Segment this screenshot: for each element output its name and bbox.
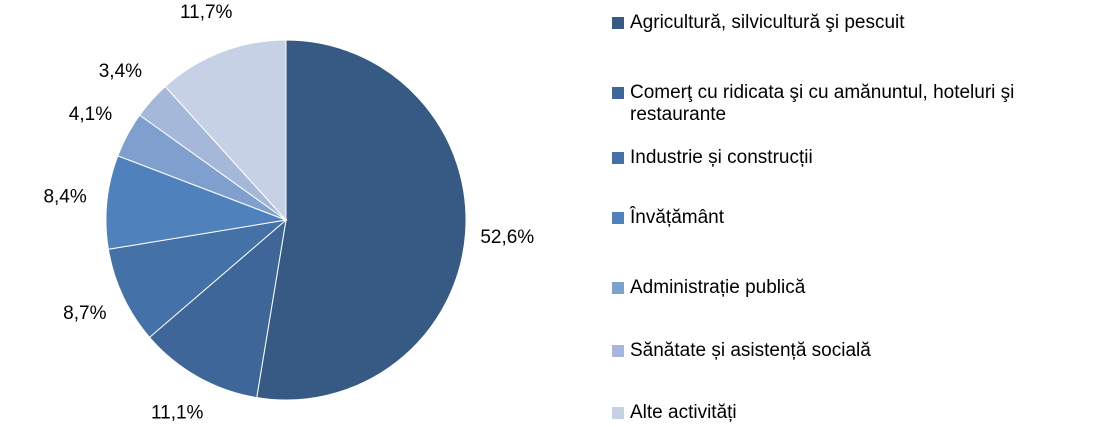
legend-label: Administrație publică (630, 277, 806, 298)
legend-swatch (612, 152, 624, 164)
legend-swatch (612, 212, 624, 224)
legend-item: Învățământ (612, 207, 1098, 229)
legend-label: Industrie și construcții (630, 147, 813, 168)
pie-slice (105, 155, 288, 250)
legend-label: Comerţ cu ridicata şi cu amănuntul, hote… (630, 82, 1015, 125)
legend-swatch (612, 345, 624, 357)
legend-swatch (612, 282, 624, 294)
data-label: 3,4% (99, 61, 142, 82)
pie-slice (256, 39, 467, 401)
legend-item: Comerţ cu ridicata şi cu amănuntul, hote… (612, 82, 1098, 126)
pie-slice (164, 39, 287, 222)
data-label: 8,4% (43, 187, 86, 208)
legend-swatch (612, 87, 624, 99)
legend-item: Agricultură, silvicultură şi pescuit (612, 12, 1098, 34)
legend-item: Administrație publică (612, 277, 1098, 299)
data-label: 11,7% (180, 2, 233, 23)
data-label: 11,1% (151, 403, 204, 424)
legend-label: Alte activități (630, 402, 737, 423)
legend-label: Agricultură, silvicultură şi pescuit (630, 12, 905, 33)
pie-slice (107, 219, 288, 339)
data-label: 8,7% (63, 303, 106, 324)
legend-item: Industrie și construcții (612, 147, 1098, 169)
legend-item: Alte activități (612, 402, 1098, 424)
data-label: 52,6% (480, 227, 534, 248)
legend-item: Sănătate și asistență socială (612, 340, 1098, 362)
legend-label: Învățământ (630, 207, 724, 228)
legend-swatch (612, 407, 624, 419)
legend-label: Sănătate și asistență socială (630, 340, 871, 361)
pie-slice (148, 218, 287, 399)
legend-swatch (612, 17, 624, 29)
data-label: 4,1% (69, 104, 112, 125)
